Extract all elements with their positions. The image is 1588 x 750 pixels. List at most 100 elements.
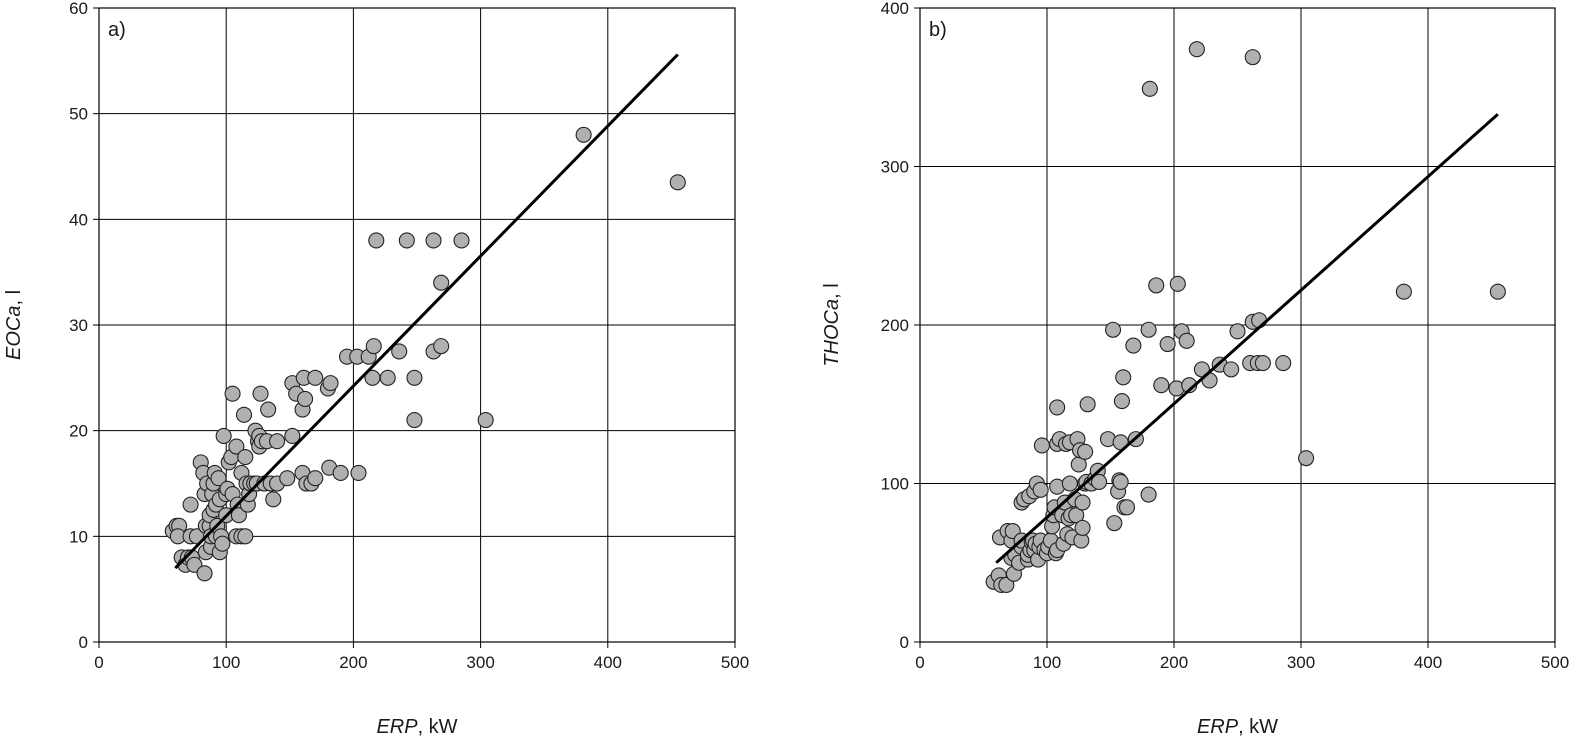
data-point xyxy=(322,375,339,392)
data-point xyxy=(368,232,385,249)
data-point xyxy=(1229,323,1246,340)
data-point xyxy=(1074,519,1091,536)
data-point xyxy=(1032,481,1049,498)
data-point xyxy=(391,343,408,360)
data-point xyxy=(237,528,254,545)
data-point xyxy=(1188,41,1205,58)
data-point xyxy=(252,385,269,402)
data-point xyxy=(379,369,396,386)
data-point xyxy=(1169,275,1186,292)
y-tick-label: 100 xyxy=(881,475,909,494)
x-tick-label: 100 xyxy=(212,653,240,672)
data-point xyxy=(398,232,415,249)
y-tick-label: 200 xyxy=(881,316,909,335)
y-axis-label-italic: THOCa xyxy=(821,299,843,367)
data-point xyxy=(210,470,227,487)
data-point xyxy=(365,338,382,355)
data-point xyxy=(182,496,199,513)
data-point xyxy=(224,385,241,402)
y-axis-label-unit: , l xyxy=(3,290,25,306)
data-point xyxy=(1074,494,1091,511)
data-point xyxy=(215,427,232,445)
data-point xyxy=(1140,321,1157,338)
data-point xyxy=(307,470,324,487)
data-point xyxy=(1115,369,1132,386)
x-tick-label: 300 xyxy=(1287,653,1315,672)
data-point xyxy=(575,126,592,143)
data-point xyxy=(425,232,442,249)
data-point xyxy=(1395,283,1412,300)
data-point xyxy=(1068,507,1085,524)
y-axis-label-italic: EOCa xyxy=(3,306,25,360)
data-point xyxy=(1223,361,1240,378)
data-point xyxy=(1141,80,1158,97)
y-axis-label-unit: , l xyxy=(821,283,843,299)
x-tick-label: 400 xyxy=(1414,653,1442,672)
data-point xyxy=(1112,473,1129,490)
data-point xyxy=(1275,354,1292,372)
data-point xyxy=(453,232,470,249)
data-point xyxy=(284,427,301,445)
data-point xyxy=(307,369,324,386)
y-tick-label: 10 xyxy=(69,527,88,546)
y-tick-label: 0 xyxy=(900,633,909,652)
data-point xyxy=(332,464,349,481)
data-point xyxy=(297,390,314,408)
y-axis-label: EOCa, l xyxy=(3,290,25,360)
data-point xyxy=(1079,396,1096,413)
data-point xyxy=(350,464,367,481)
data-point xyxy=(406,412,423,429)
trend-line xyxy=(995,113,1499,564)
x-axis-label-italic: ERP xyxy=(1197,716,1239,738)
y-tick-label: 20 xyxy=(69,422,88,441)
data-point xyxy=(998,576,1015,593)
x-tick-label: 0 xyxy=(915,653,924,672)
data-point xyxy=(1244,49,1261,66)
data-point xyxy=(265,491,282,508)
x-tick-label: 500 xyxy=(721,653,749,672)
data-point xyxy=(433,274,450,291)
data-point xyxy=(406,369,423,386)
data-point xyxy=(228,438,245,455)
x-tick-label: 400 xyxy=(594,653,622,672)
data-point xyxy=(237,449,254,466)
y-tick-label: 40 xyxy=(69,210,88,229)
x-tick-label: 300 xyxy=(466,653,494,672)
data-point xyxy=(477,412,494,429)
data-point xyxy=(433,338,450,355)
x-tick-label: 500 xyxy=(1541,653,1569,672)
data-point xyxy=(1148,277,1165,294)
data-point xyxy=(1091,473,1108,490)
data-point xyxy=(1061,475,1078,492)
data-point xyxy=(279,470,296,487)
data-point xyxy=(1118,499,1136,516)
x-axis-label: ERP, kW xyxy=(1197,716,1278,738)
panel-label: a) xyxy=(108,19,126,41)
data-point xyxy=(1159,335,1176,353)
data-point xyxy=(1077,443,1094,460)
data-point xyxy=(196,565,213,582)
data-point xyxy=(1153,377,1170,394)
data-point xyxy=(235,406,253,423)
x-axis-label-unit: , kW xyxy=(1238,716,1278,738)
panel-b: 0 100 200 300 400 500 0 100 200 300 400 b) ERP, kW TH… xyxy=(821,0,1569,738)
data-point xyxy=(1254,354,1271,372)
x-axis-label-italic: ERP xyxy=(376,716,418,738)
data-point xyxy=(1104,321,1122,338)
data-point xyxy=(1140,486,1157,503)
x-tick-label: 200 xyxy=(1160,653,1188,672)
data-point xyxy=(669,174,686,191)
data-point xyxy=(269,433,286,450)
data-point xyxy=(230,507,247,524)
data-point xyxy=(1033,437,1050,454)
data-point xyxy=(1106,515,1123,532)
x-axis-label: ERP, kW xyxy=(376,716,457,738)
data-point xyxy=(1251,312,1268,329)
y-tick-label: 400 xyxy=(881,0,909,18)
x-axis-label-unit: , kW xyxy=(418,716,458,738)
data-point xyxy=(1049,399,1066,416)
data-point xyxy=(214,535,231,552)
y-tick-label: 30 xyxy=(69,316,88,335)
panel-label: b) xyxy=(929,19,947,41)
